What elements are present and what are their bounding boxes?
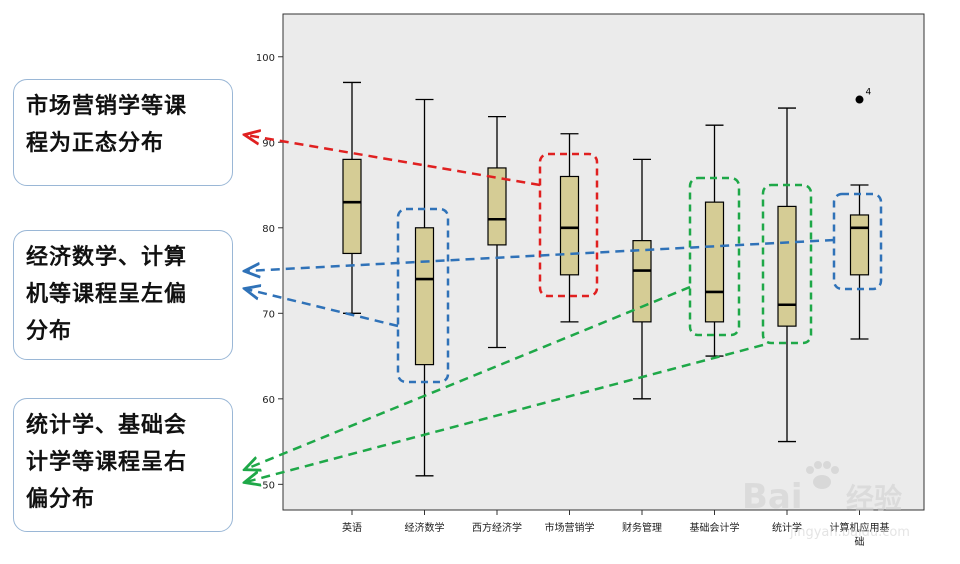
callout-left-skew: 经济数学、计算 机等课程呈左偏 分布 bbox=[13, 230, 233, 360]
iqr-box bbox=[777, 205, 797, 327]
callout-right-line-2: 计学等课程呈右 bbox=[26, 450, 188, 475]
iqr-box bbox=[342, 158, 362, 255]
arrow-green-accounting bbox=[246, 285, 691, 469]
highlight-box-green-accounting bbox=[688, 176, 741, 337]
iqr-box bbox=[414, 227, 435, 366]
arrow-blue-computer bbox=[246, 238, 835, 271]
y-tick-label: 100 bbox=[256, 53, 275, 64]
x-tick-label: 计算机应用基 bbox=[830, 521, 890, 534]
y-tick-label: 50 bbox=[262, 480, 275, 491]
x-tick-label: 西方经济学 bbox=[472, 521, 522, 534]
iqr-box bbox=[632, 240, 652, 323]
callout-left-line-3: 分布 bbox=[26, 319, 73, 344]
box-0 bbox=[342, 81, 362, 314]
callout-left-line-2: 机等课程呈左偏 bbox=[26, 282, 188, 307]
box-6 bbox=[777, 107, 797, 443]
y-tick-label: 80 bbox=[262, 224, 275, 235]
x-tick-label-continued: 础 bbox=[855, 536, 865, 548]
outlier-label: 4 bbox=[866, 88, 872, 98]
outlier-point bbox=[855, 95, 864, 104]
box-2 bbox=[487, 115, 507, 349]
callout-normal-line-1: 市场营销学等课 bbox=[26, 94, 188, 119]
watermark-suffix: 经验 bbox=[846, 482, 902, 515]
y-axis: 50 60 70 80 90 100 bbox=[256, 53, 283, 491]
y-tick-label: 90 bbox=[262, 138, 275, 149]
y-tick-label: 70 bbox=[262, 309, 275, 320]
paw-icon bbox=[806, 461, 839, 489]
iqr-box bbox=[487, 167, 507, 246]
callout-right-line-1: 统计学、基础会 bbox=[26, 413, 188, 438]
arrow-blue-math bbox=[246, 289, 399, 328]
box-5 bbox=[704, 124, 725, 357]
outlier-points: 4 bbox=[855, 88, 872, 104]
x-tick-label: 统计学 bbox=[772, 521, 802, 534]
box-7 bbox=[849, 184, 870, 340]
callout-right-line-3: 偏分布 bbox=[26, 487, 96, 512]
iqr-box bbox=[559, 175, 580, 276]
y-tick-label: 60 bbox=[262, 395, 275, 406]
plot-area bbox=[282, 13, 925, 511]
box-3 bbox=[559, 133, 580, 323]
box-4 bbox=[632, 158, 652, 400]
x-tick-label: 基础会计学 bbox=[690, 521, 740, 534]
callout-right-skew: 统计学、基础会 计学等课程呈右 偏分布 bbox=[13, 398, 233, 532]
arrow-red bbox=[246, 135, 541, 187]
callout-left-line-1: 经济数学、计算 bbox=[26, 245, 188, 270]
x-tick-label: 英语 bbox=[342, 521, 362, 534]
watermark-url: jingyan.baidu.com bbox=[789, 525, 910, 540]
highlight-box-green-statistics bbox=[761, 183, 813, 345]
iqr-box bbox=[849, 214, 870, 276]
highlight-box-blue-math bbox=[396, 207, 450, 384]
x-tick-label: 财务管理 bbox=[622, 521, 662, 534]
callout-normal-line-2: 程为正态分布 bbox=[26, 131, 165, 156]
highlight-box-blue-computer bbox=[832, 192, 883, 291]
watermark-text: Bai bbox=[742, 477, 803, 517]
watermark: Bai 经验 jingyan.baidu.com bbox=[742, 461, 910, 540]
x-tick-label: 经济数学 bbox=[405, 521, 445, 534]
iqr-box bbox=[704, 201, 725, 323]
x-tick-label: 市场营销学 bbox=[545, 521, 595, 534]
callout-normal-distribution: 市场营销学等课 程为正态分布 bbox=[13, 79, 233, 186]
